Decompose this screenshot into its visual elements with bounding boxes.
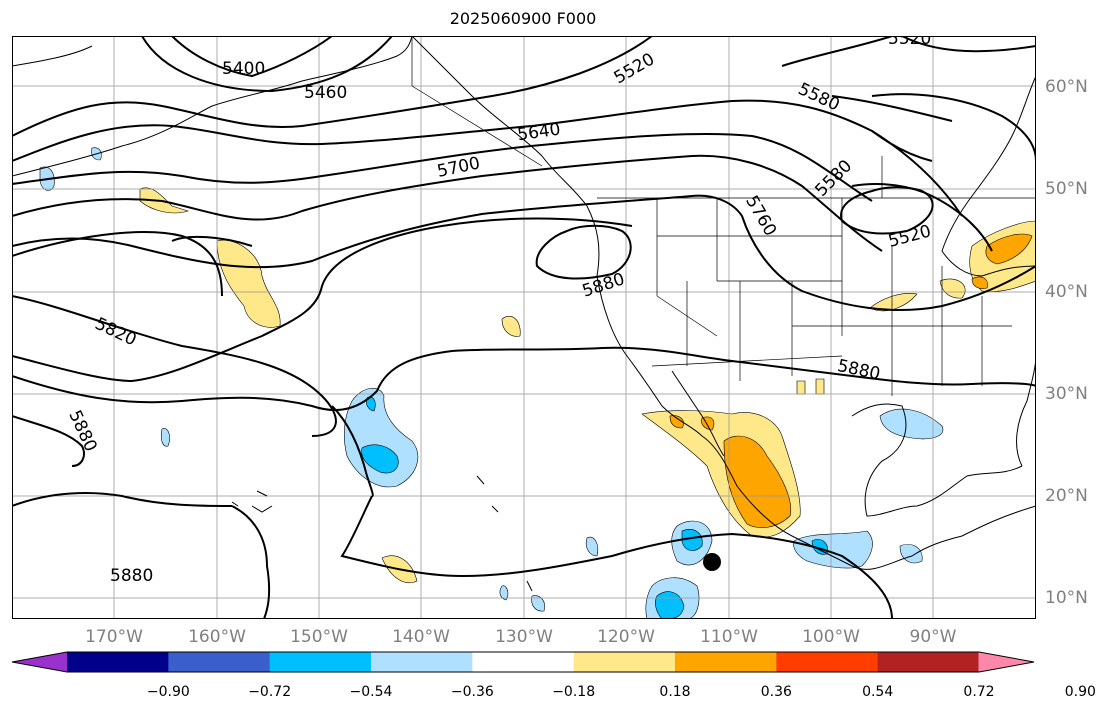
latitude-label: 60°N <box>1045 77 1088 97</box>
colorbar-segment <box>371 652 473 672</box>
latitude-label: 10°N <box>1045 588 1088 608</box>
colorbar-segment <box>472 652 575 672</box>
colorbar-segment <box>168 652 271 672</box>
warm-anomaly-core <box>723 435 792 529</box>
colorbar-tick-label: 0.54 <box>862 684 894 700</box>
location-marker <box>703 553 721 571</box>
colorbar-segment <box>675 652 777 672</box>
warm-anomaly-core <box>971 276 988 289</box>
warm-anomaly-area <box>815 378 825 395</box>
contour-label: 5880 <box>110 566 153 586</box>
cool-anomaly-core <box>681 529 703 551</box>
warm-anomaly-area <box>501 315 521 337</box>
anomaly-shading <box>39 147 1036 619</box>
warm-anomaly-core <box>669 415 684 429</box>
colorbar-tick-label: 0.72 <box>963 684 995 700</box>
colorbar-segment <box>877 652 980 672</box>
height-contours <box>12 36 1036 619</box>
warm-anomaly-core <box>985 233 1033 265</box>
latitude-label: 40°N <box>1045 282 1088 302</box>
map-panel: 5400 5460 5520 5520 5580 5580 5640 5700 … <box>12 36 1036 619</box>
colorbar-segment <box>67 652 169 672</box>
colorbar-segment <box>776 652 879 672</box>
colorbar-tick-label: −0.90 <box>146 684 190 700</box>
colorbar-tick-label: −0.18 <box>552 684 596 700</box>
longitude-label: 150°W <box>290 627 348 647</box>
colorbar-tick-label: −0.36 <box>450 684 494 700</box>
longitude-label: 130°W <box>495 627 553 647</box>
contour-label: 5520 <box>888 36 931 49</box>
cool-anomaly-area <box>499 585 509 601</box>
colorbar-segments <box>11 651 1035 673</box>
colorbar-extend-low <box>12 652 68 672</box>
longitude-label: 100°W <box>802 627 860 647</box>
colorbar-tick-label: −0.72 <box>248 684 292 700</box>
cool-anomaly-area <box>531 595 545 612</box>
cool-anomaly-core <box>361 444 399 474</box>
colorbar-tick-label: 0.90 <box>1064 684 1096 700</box>
warm-anomaly-area <box>939 278 966 299</box>
latitude-label: 50°N <box>1045 179 1088 199</box>
cool-anomaly-area <box>879 408 944 440</box>
colorbar-outline <box>11 651 1035 673</box>
colorbar <box>11 651 1035 673</box>
contour-label: 5460 <box>304 83 347 103</box>
contour-label: 5400 <box>222 59 265 79</box>
cool-anomaly-area <box>585 536 599 557</box>
map-title: 2025060900 F000 <box>449 9 597 28</box>
longitude-label: 90°W <box>909 627 957 647</box>
colorbar-tick-label: 0.36 <box>760 684 792 700</box>
cool-anomaly-area <box>160 428 170 447</box>
colorbar-extend-high <box>978 652 1034 672</box>
cool-anomaly-core <box>655 591 685 619</box>
latitude-label: 30°N <box>1045 384 1088 404</box>
warm-anomaly-area <box>796 380 806 395</box>
colorbar-segment <box>269 652 372 672</box>
longitude-label: 120°W <box>597 627 655 647</box>
colorbar-segment <box>573 652 676 672</box>
colorbar-tick-label: −0.54 <box>349 684 393 700</box>
colorbar-tick-label: 0.18 <box>659 684 691 700</box>
longitude-label: 170°W <box>85 627 143 647</box>
longitude-label: 140°W <box>392 627 450 647</box>
latitude-label: 20°N <box>1045 486 1088 506</box>
longitude-label: 110°W <box>700 627 758 647</box>
longitude-label: 160°W <box>188 627 246 647</box>
